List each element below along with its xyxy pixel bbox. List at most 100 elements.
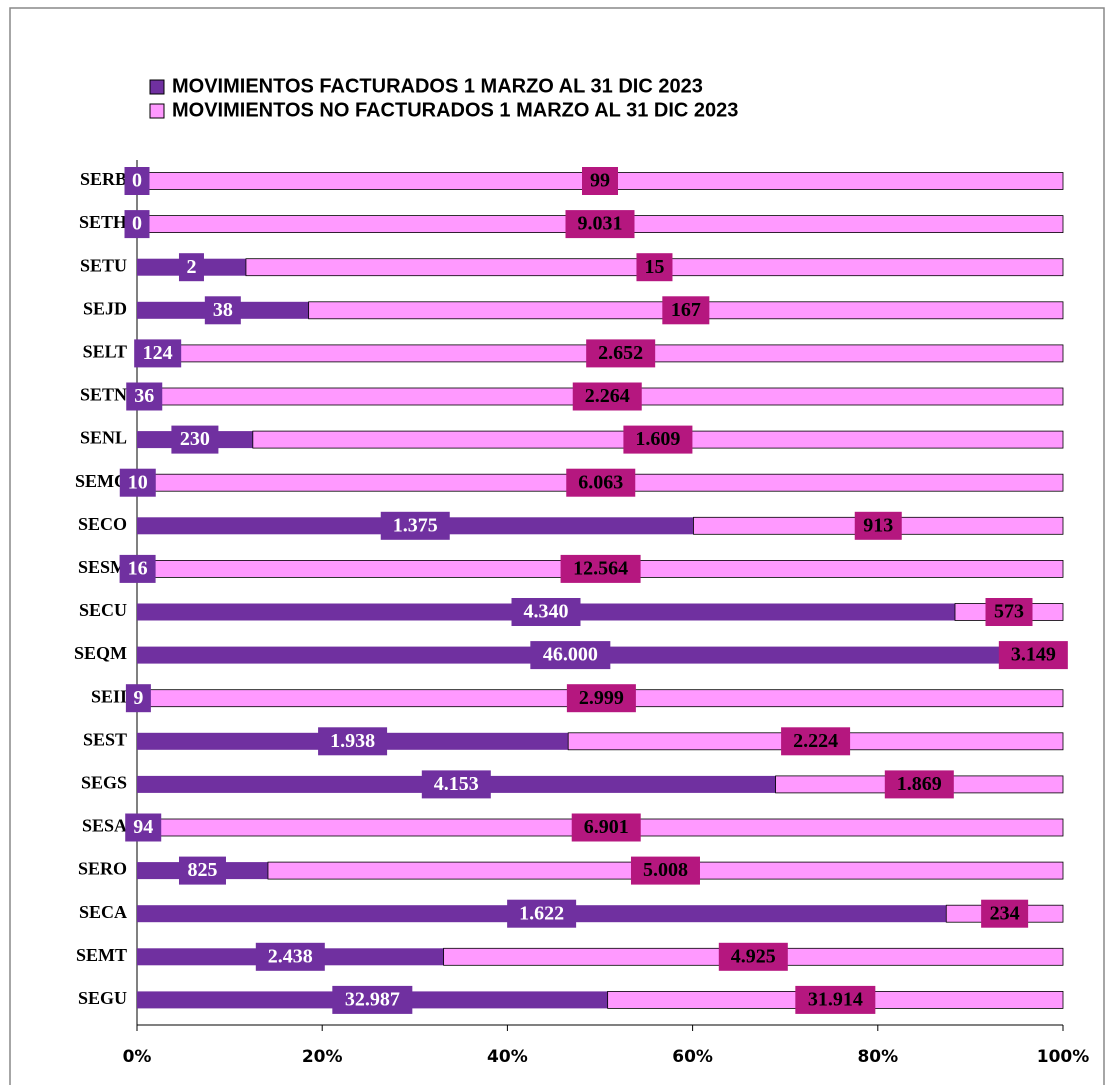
data-label-box [380,511,450,540]
data-label: 31.914 [808,988,863,1010]
data-label: 4.153 [434,773,479,795]
data-label: 1.622 [519,902,564,924]
data-label-box [255,942,325,971]
data-label-box [854,511,902,540]
data-label: 1.938 [330,730,375,752]
data-label: 6.901 [584,816,629,838]
data-label-box [204,296,241,325]
data-label: 0 [132,213,142,235]
data-label-box [511,598,581,626]
legend-swatch [149,103,165,119]
data-label-box [623,425,693,454]
y-tick-label: SECA [79,902,127,922]
data-label-box [530,641,611,670]
y-tick-label: SESM [78,557,127,577]
y-tick-label: SEII [91,686,127,706]
data-label-box [125,813,162,842]
y-tick-label: SETH [79,212,127,232]
data-label: 99 [590,170,610,192]
data-label-box [119,468,156,497]
data-label-box [662,296,710,325]
data-label: 15 [644,256,664,278]
x-tick-label: 0% [123,1047,152,1067]
data-label-box [134,339,182,368]
data-label: 573 [994,601,1024,623]
legend-swatch [149,79,165,95]
data-label-box [572,382,642,411]
data-label-box [178,253,204,282]
data-label: 234 [990,902,1020,924]
data-label-box [795,985,876,1014]
data-label: 9 [133,687,143,709]
data-label: 2.999 [579,687,624,709]
x-tick-label: 80% [857,1047,898,1067]
data-label-box [636,253,673,282]
data-label: 6.063 [578,471,623,493]
data-label-box [586,339,656,368]
y-tick-label: SETN [80,385,127,405]
x-tick-label: 100% [1037,1047,1090,1067]
y-tick-label: SENL [80,428,127,448]
data-label: 4.340 [524,601,569,623]
data-label-box [565,210,635,239]
data-label-box [560,554,641,583]
data-label-box [119,554,156,583]
y-tick-label: SECO [78,514,127,534]
x-tick-label: 60% [672,1047,713,1067]
data-label: 5.008 [643,859,688,881]
data-label-box [126,382,163,411]
data-label-box [981,899,1029,928]
data-label-box [781,727,851,756]
data-label: 167 [671,299,701,321]
y-tick-label: SERO [78,859,127,879]
data-label: 36 [134,385,154,407]
data-label: 2 [186,256,196,278]
data-label-box [178,856,226,885]
data-label: 2.652 [598,342,643,364]
x-tick-label: 40% [487,1047,528,1067]
data-label: 913 [863,514,893,536]
data-label-box [582,167,618,195]
data-label: 2.438 [268,945,313,967]
data-label: 38 [213,299,233,321]
data-label: 0 [132,170,142,192]
chart-frame [9,7,1105,1085]
legend-label: MOVIMIENTOS FACTURADOS 1 MARZO AL 31 DIC… [172,75,703,97]
data-label: 94 [133,816,153,838]
y-tick-label: SEST [83,729,127,749]
data-label-box [171,425,219,454]
data-label: 2.224 [793,730,838,752]
y-tick-label: SESA [82,816,127,836]
data-label: 4.925 [731,945,776,967]
y-tick-label: SECU [79,600,127,620]
data-label: 16 [128,557,148,579]
data-label-box [125,684,151,713]
y-tick-label: SEQM [74,643,127,663]
data-label-box [884,770,954,799]
data-label-box [421,770,491,799]
data-label: 9.031 [578,213,623,235]
data-label-box [332,985,413,1014]
data-label-box [718,942,788,971]
y-tick-label: SEGU [78,988,127,1008]
data-label: 1.375 [393,514,438,536]
data-label: 825 [187,859,217,881]
data-label-box [507,899,577,928]
data-label-box [566,684,636,713]
x-tick-label: 20% [302,1047,343,1067]
data-label: 32.987 [345,988,400,1010]
data-label-box [318,727,388,756]
y-tick-label: SEMT [76,945,127,965]
data-label: 2.264 [585,385,630,407]
data-label: 230 [180,428,210,450]
data-label-box [124,210,150,239]
data-label: 1.609 [635,428,680,450]
data-label: 3.149 [1011,644,1056,666]
data-label: 10 [128,471,148,493]
y-tick-label: SEMC [75,471,127,491]
y-tick-label: SERB [80,169,127,189]
y-tick-label: SEGS [81,773,127,793]
data-label-box [630,856,700,885]
data-label-box [566,468,636,497]
